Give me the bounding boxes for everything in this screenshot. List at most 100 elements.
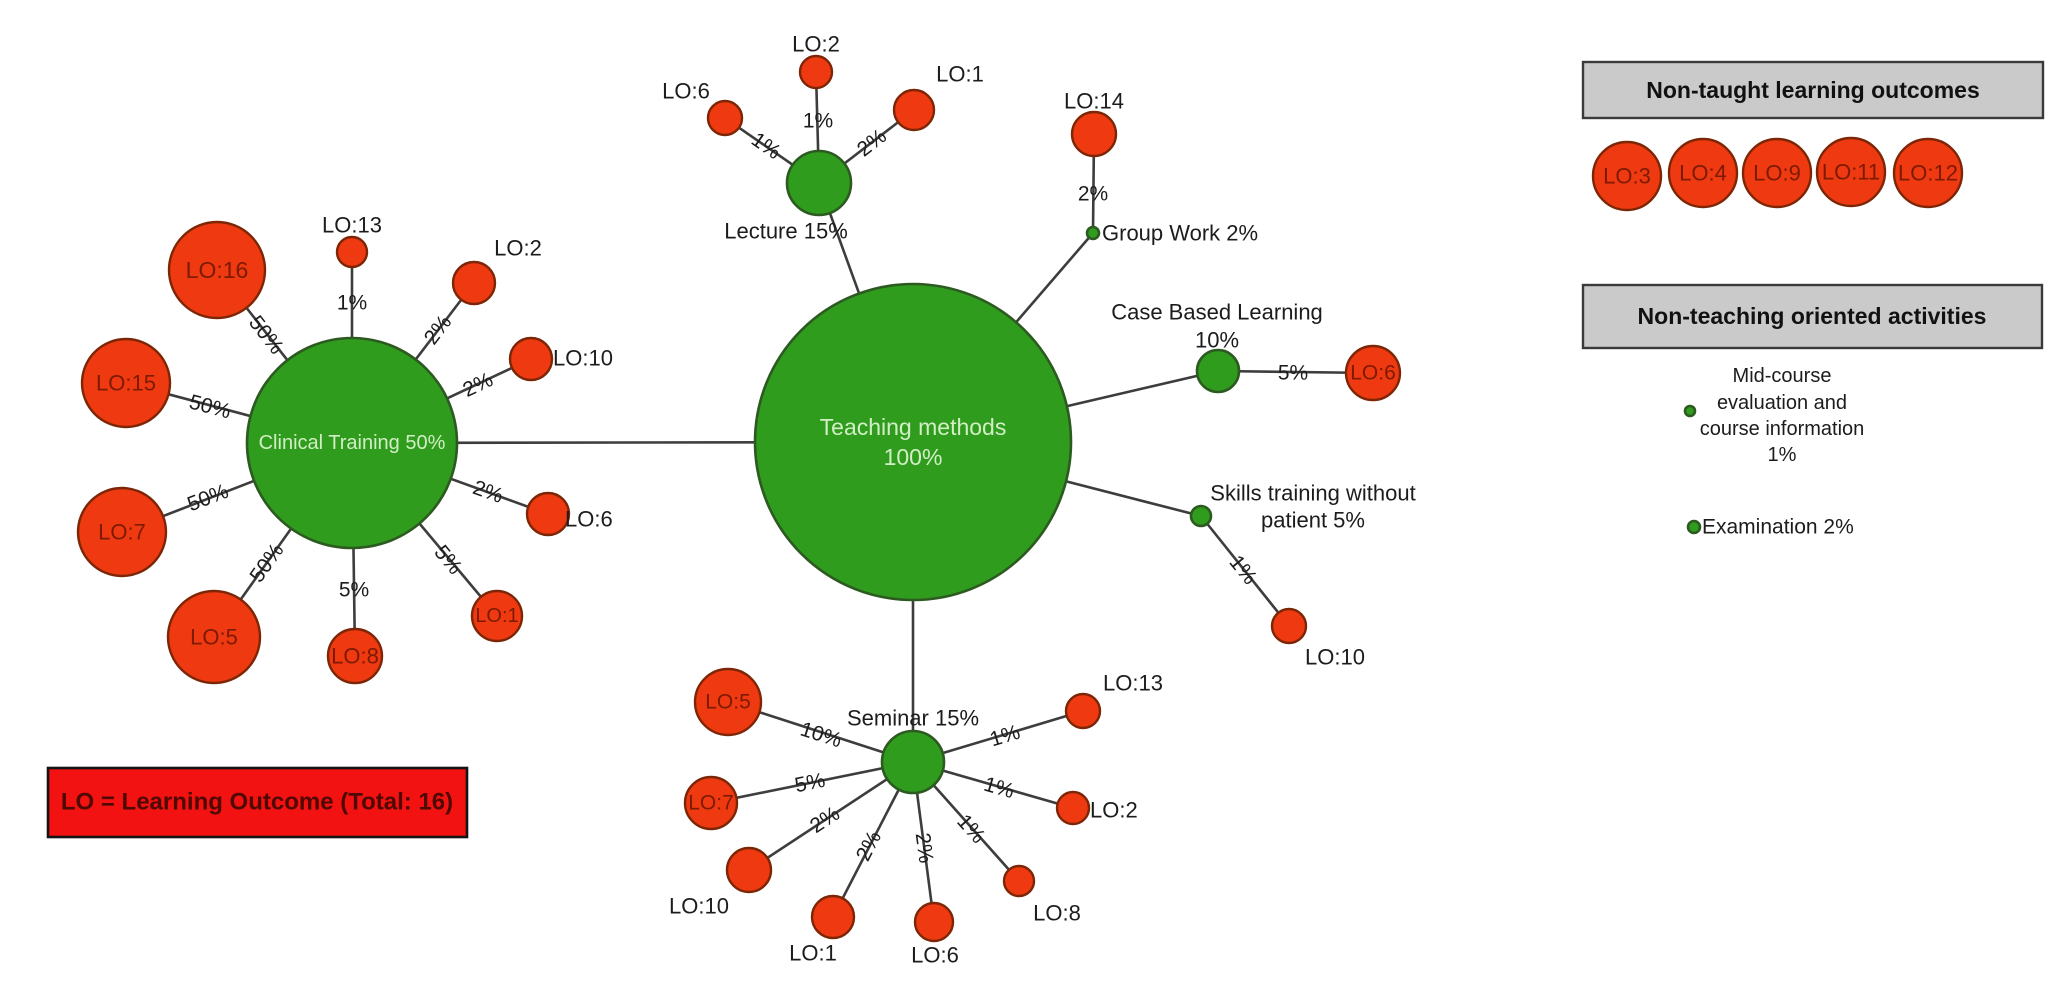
edge-label-clinical-c_lo2: 2% [420,311,457,349]
activity-text-2: course information [1700,418,1865,440]
non-teaching-header-box [1581,283,2044,350]
node-p_lo11-circle [1815,136,1887,208]
node-sem_lo13-circle [1064,692,1102,730]
node-c_lo13-circle [335,235,369,269]
edge-skills-s_lo10 [1199,515,1291,627]
node-p_lo9-label: LO:9 [1753,161,1801,186]
edge-label-casebased-cb_lo6: 5% [1278,361,1309,384]
node-sem_lo7-label: LO:7 [688,792,734,815]
node-p_lo3-label: LO:3 [1603,164,1651,189]
node-c_lo7-circle [76,486,168,578]
node-sem_lo10-circle [725,846,773,894]
node-groupwork-circle [1085,225,1101,241]
node-hub-label: 100% [884,444,943,470]
node-l_lo6-label: LO:6 [662,79,710,104]
node-c_lo1-label: LO:1 [475,605,518,627]
node-c_lo6-circle [525,491,571,537]
node-sem_lo6-label: LO:6 [911,943,959,968]
node-dot_examination-circle [1686,519,1702,535]
node-sem_lo8-circle [1002,864,1036,898]
node-seminar-label: Seminar 15% [847,706,979,731]
node-labels-layer: Teaching methods 100% Clinical Training 50… [96,32,1958,968]
node-sem_lo13-label: LO:13 [1103,671,1163,696]
node-c_lo13-label: LO:13 [322,213,382,238]
legend-text: LO = Learning Outcome (Total: 16) [61,789,453,816]
node-dot_midcourse-circle [1683,404,1697,418]
non-teaching-panel: Non-teaching oriented activities [1581,283,2044,350]
edge-label-lecture-l_lo6: 1% [747,128,785,164]
node-cb_lo6-label: LO:6 [1350,362,1396,385]
edge-label-seminar-sem_lo2: 1% [981,773,1017,803]
node-cb_lo6-circle [1344,344,1402,402]
node-p_lo3-circle [1591,140,1663,212]
node-c_lo10-label: LO:10 [553,346,613,371]
node-skills-label: patient 5% [1261,508,1365,533]
activity-text-0: Mid-course [1733,365,1832,387]
node-casebased-circle [1195,348,1241,394]
edge-label-clinical-c_lo13: 1% [337,292,367,315]
node-c_lo8-circle [326,627,384,685]
node-p_lo4-circle [1667,137,1739,209]
node-casebased-label: Case Based Learning [1111,300,1323,325]
legend: LO = Learning Outcome (Total: 16) [46,766,469,839]
node-s_lo10-label: LO:10 [1305,645,1365,670]
node-sem_lo5-label: LO:5 [705,691,751,714]
nodes-layer [76,54,1964,943]
non-taught-header-box [1581,60,2045,120]
node-g_lo14-label: LO:14 [1064,89,1124,114]
node-c_lo15-label: LO:15 [96,371,156,396]
edge-label-seminar-sem_lo5: 10% [797,718,844,753]
node-clinical-circle [245,336,459,550]
edge-label-clinical-c_lo10: 2% [459,368,496,402]
node-l_lo1-label: LO:1 [936,62,984,87]
node-p_lo12-circle [1892,137,1964,209]
edge-seminar-sem_lo10 [748,760,914,872]
non-taught-panel: Non-taught learning outcomes [1581,60,2045,120]
node-c_lo15-circle [80,337,172,429]
node-p_lo9-circle [1741,137,1813,209]
node-p_lo4-label: LO:4 [1679,161,1727,186]
activity-text-1: evaluation and [1717,392,1847,414]
edge-label-seminar-sem_lo6: 2% [911,831,938,864]
edge-label-clinical-c_lo7: 50% [184,480,232,517]
edge-label-clinical-c_lo5: 50% [245,539,288,587]
edge-label-clinical-c_lo15: 50% [187,390,234,423]
node-c_lo8-label: LO:8 [331,644,379,669]
node-l_lo1-circle [892,88,936,132]
node-clinical-label: Clinical Training 50% [259,432,446,454]
node-c_lo2-circle [451,260,497,306]
node-s_lo10-circle [1270,607,1308,645]
non-teaching-header-title: Non-teaching oriented activities [1638,303,1987,329]
edge-label-clinical-c_lo6: 2% [470,476,506,508]
node-sem_lo7-circle [683,775,739,831]
node-skills-label: Skills training without [1210,481,1415,506]
node-c_lo16-label: LO:16 [186,257,249,283]
node-l_lo2-label: LO:2 [792,32,840,57]
node-sem_lo1-label: LO:1 [789,941,837,966]
node-casebased-label: 10% [1195,328,1239,353]
node-c_lo5-label: LO:5 [190,625,238,650]
edge-label-seminar-sem_lo7: 5% [793,769,827,798]
activity-labels-layer: Mid-course evaluation and course informati… [1700,365,1865,539]
activity-text-3: 1% [1768,444,1797,466]
edge-label-seminar-sem_lo1: 2% [852,827,886,865]
legend-box [46,766,469,839]
edge-label-seminar-sem_lo13: 1% [987,721,1023,752]
node-sem_lo2-circle [1055,790,1091,826]
node-groupwork-label: Group Work 2% [1102,221,1258,246]
node-hub-label: Teaching methods [820,414,1007,440]
node-hub-circle [753,282,1073,602]
edge-seminar-sem_lo7 [710,760,914,805]
node-c_lo6-label: LO:6 [565,507,613,532]
node-g_lo14-circle [1070,110,1118,158]
node-c_lo2-label: LO:2 [494,236,542,261]
node-l_lo2-circle [798,54,834,90]
node-lecture-circle [785,149,853,217]
node-p_lo12-label: LO:12 [1898,161,1958,186]
node-c_lo1-circle [470,589,524,643]
node-l_lo6-circle [706,99,744,137]
edge-label-lecture-l_lo1: 2% [853,125,891,162]
node-lecture-label: Lecture 15% [724,219,848,244]
